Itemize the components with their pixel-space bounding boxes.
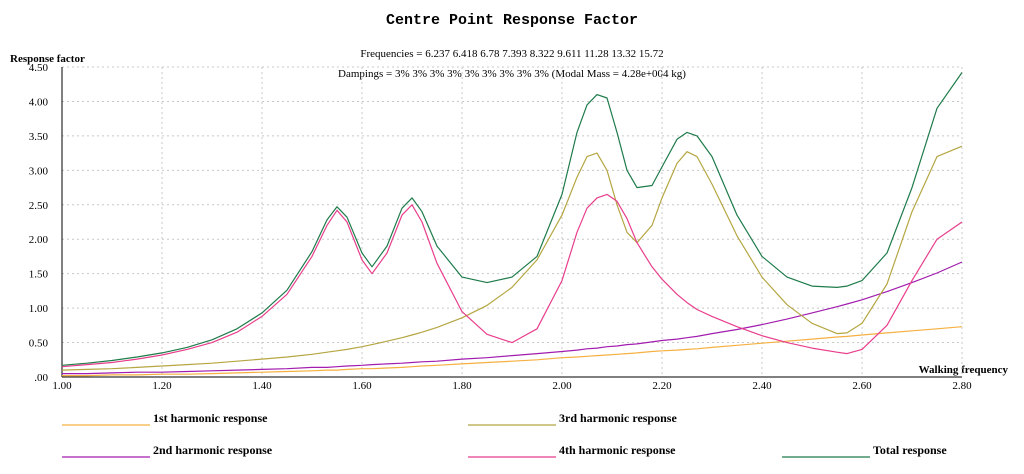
x-tick-label: 2.60 — [852, 380, 872, 392]
x-tick-label: 2.00 — [552, 380, 572, 392]
y-tick-label: 1.00 — [29, 303, 49, 315]
y-axis-label: Response factor — [10, 53, 85, 65]
series-line-4 — [61, 193, 963, 368]
series-line-2 — [62, 261, 963, 375]
y-tick-label: 0.50 — [29, 338, 49, 350]
x-tick-label: 1.20 — [152, 380, 172, 392]
y-tick-label: 2.00 — [29, 234, 49, 246]
y-tick-label: 3.00 — [29, 165, 49, 177]
series-line-5 — [61, 72, 963, 366]
x-tick-label: 2.40 — [752, 380, 772, 392]
y-tick-label: 2.50 — [29, 200, 49, 212]
dampings-annotation: Dampings = 3% 3% 3% 3% 3% 3% 3% 3% 3% (M… — [338, 68, 686, 80]
legend-label: Total response — [873, 443, 947, 457]
tick-labels: 1.00 1.20 1.40 1.60 1.80 2.00 2.20 2.40 2.60 2.80… — [29, 62, 972, 392]
y-tick-label: 4.50 — [29, 62, 49, 74]
legend: 1st harmonic response 2nd harmonic respon… — [62, 411, 947, 458]
y-tick-label: .00 — [34, 372, 48, 384]
legend-label: 1st harmonic response — [153, 411, 268, 425]
x-tick-label: 1.00 — [52, 380, 72, 392]
y-tick-label: 1.50 — [29, 269, 49, 281]
series-line-3 — [61, 145, 963, 371]
legend-label: 4th harmonic response — [559, 443, 676, 457]
chart-title: Centre Point Response Factor — [386, 12, 638, 29]
x-tick-label: 1.40 — [252, 380, 272, 392]
legend-label: 3rd harmonic response — [559, 411, 677, 425]
frequencies-annotation: Frequencies = 6.237 6.418 6.78 7.393 8.3… — [360, 48, 663, 60]
x-tick-label: 1.80 — [452, 380, 472, 392]
y-tick-label: 3.50 — [29, 131, 49, 143]
axes — [61, 67, 962, 378]
series-lines — [61, 72, 963, 377]
x-tick-label: 1.60 — [352, 380, 372, 392]
x-axis-label: Walking frequency — [919, 364, 1009, 376]
y-tick-label: 4.00 — [29, 96, 49, 108]
x-tick-label: 2.20 — [652, 380, 672, 392]
legend-label: 2nd harmonic response — [153, 443, 273, 457]
x-tick-label: 2.80 — [952, 380, 972, 392]
